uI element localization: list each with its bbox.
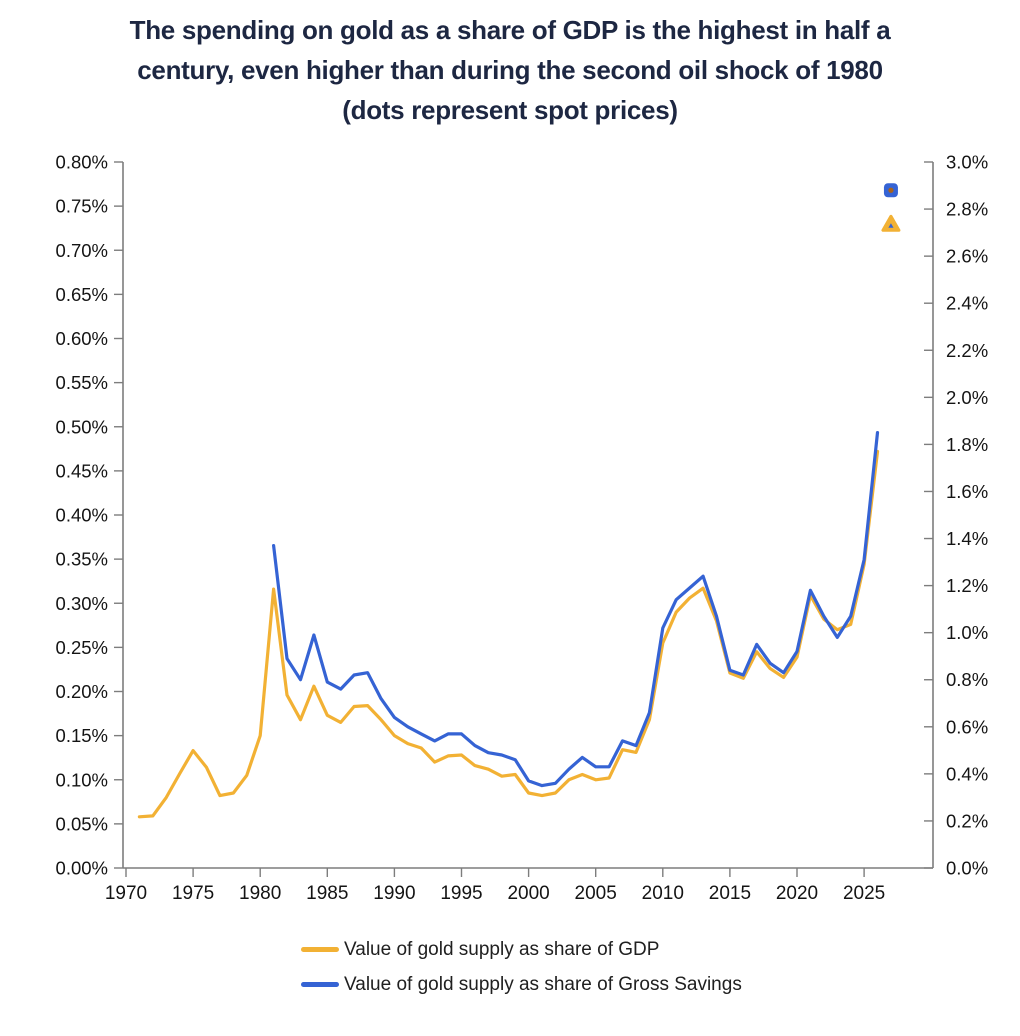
right-axis-tick-label: 0.8% bbox=[946, 669, 988, 690]
right-axis-tick-label: 2.0% bbox=[946, 387, 988, 408]
right-axis-tick-label: 1.2% bbox=[946, 575, 988, 596]
left-axis-tick-label: 0.35% bbox=[56, 549, 108, 570]
left-axis-tick-label: 0.30% bbox=[56, 593, 108, 614]
right-axis-tick-label: 0.0% bbox=[946, 858, 988, 879]
chart-title-line-2: century, even higher than during the sec… bbox=[137, 55, 883, 85]
right-axis-tick-label: 2.6% bbox=[946, 246, 988, 267]
left-axis-tick-label: 0.10% bbox=[56, 769, 108, 790]
gdp-line-swatch bbox=[301, 947, 339, 952]
left-axis-tick-label: 0.65% bbox=[56, 284, 108, 305]
legend-item-gdp: Value of gold supply as share of GDP bbox=[301, 936, 742, 963]
left-axis-tick-label: 0.75% bbox=[56, 196, 108, 217]
gross-savings-line-swatch bbox=[301, 982, 339, 987]
gross-savings-spot-price-marker-center bbox=[888, 187, 894, 193]
left-axis-tick-label: 0.50% bbox=[56, 416, 108, 437]
left-axis-tick-label: 0.05% bbox=[56, 813, 108, 834]
x-axis-tick-label: 1970 bbox=[105, 883, 147, 904]
gdp-share-line bbox=[137, 449, 880, 819]
x-axis-tick-label: 2000 bbox=[507, 883, 549, 904]
x-axis-tick-label: 2020 bbox=[776, 883, 818, 904]
x-axis-tick-label: 1985 bbox=[306, 883, 348, 904]
x-axis-tick-label: 1975 bbox=[172, 883, 214, 904]
right-axis-tick-label: 2.4% bbox=[946, 293, 988, 314]
right-axis-tick-label: 0.6% bbox=[946, 716, 988, 737]
legend-item-gross-savings: Value of gold supply as share of Gross S… bbox=[301, 971, 742, 998]
x-axis-tick-label: 1995 bbox=[440, 883, 482, 904]
right-axis-tick-label: 1.4% bbox=[946, 528, 988, 549]
gdp-spot-price-marker-center bbox=[888, 223, 894, 228]
left-axis-tick-label: 0.40% bbox=[56, 505, 108, 526]
left-axis-tick-label: 0.55% bbox=[56, 372, 108, 393]
legend-label-gdp: Value of gold supply as share of GDP bbox=[344, 938, 660, 960]
right-axis-tick-label: 2.2% bbox=[946, 340, 988, 361]
left-axis-tick-label: 0.70% bbox=[56, 240, 108, 261]
left-axis-tick-label: 0.00% bbox=[56, 858, 108, 879]
gross-savings-share-line bbox=[272, 431, 880, 788]
right-axis-tick-label: 1.0% bbox=[946, 622, 988, 643]
right-axis-tick-label: 1.8% bbox=[946, 434, 988, 455]
right-axis-tick-label: 0.4% bbox=[946, 763, 988, 784]
left-axis-tick-label: 0.45% bbox=[56, 460, 108, 481]
left-axis-tick-label: 0.15% bbox=[56, 725, 108, 746]
x-axis-tick-label: 2010 bbox=[642, 883, 684, 904]
right-axis-tick-label: 3.0% bbox=[946, 152, 988, 173]
left-axis-tick-label: 0.60% bbox=[56, 328, 108, 349]
legend-label-gross-savings: Value of gold supply as share of Gross S… bbox=[344, 973, 742, 995]
left-axis-tick-label: 0.25% bbox=[56, 637, 108, 658]
x-axis-tick-label: 2015 bbox=[709, 883, 751, 904]
left-axis-tick-label: 0.20% bbox=[56, 681, 108, 702]
x-axis-tick-label: 2025 bbox=[843, 883, 885, 904]
chart-title-line-1: The spending on gold as a share of GDP i… bbox=[129, 15, 891, 45]
chart-legend: Value of gold supply as share of GDP Val… bbox=[301, 936, 742, 1006]
x-axis-tick-label: 1980 bbox=[239, 883, 281, 904]
right-axis-tick-label: 2.8% bbox=[946, 199, 988, 220]
left-axis-tick-label: 0.80% bbox=[56, 152, 108, 173]
right-axis-tick-label: 1.6% bbox=[946, 481, 988, 502]
x-axis-tick-label: 2005 bbox=[575, 883, 617, 904]
gold-share-chart: 0.00% 0.05% 0.10% 0.15% 0.20% 0.25% 0.30% 0.35%… bbox=[56, 152, 989, 905]
chart-title: The spending on gold as a share of GDP i… bbox=[0, 10, 1020, 130]
chart-title-line-3: (dots represent spot prices) bbox=[342, 95, 678, 125]
right-axis-tick-label: 0.2% bbox=[946, 810, 988, 831]
x-axis-tick-label: 1990 bbox=[373, 883, 415, 904]
